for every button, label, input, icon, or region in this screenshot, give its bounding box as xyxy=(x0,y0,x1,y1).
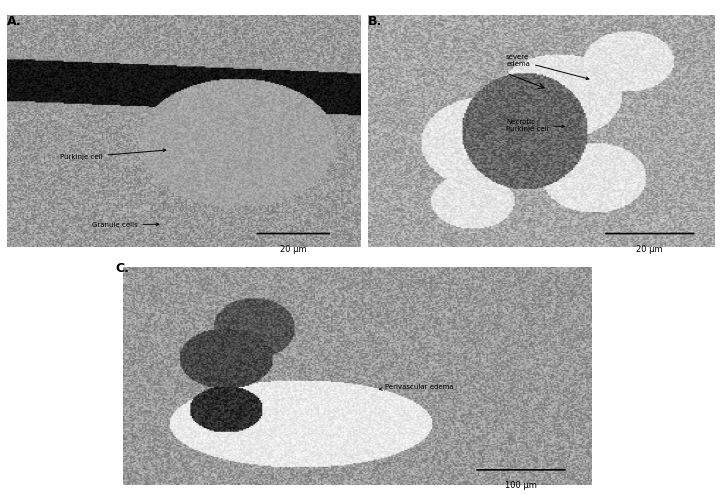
Text: Purkinje cell: Purkinje cell xyxy=(61,149,166,160)
Text: A.: A. xyxy=(7,15,22,28)
Text: Perivascular edema: Perivascular edema xyxy=(379,384,454,391)
Text: C.: C. xyxy=(115,262,129,275)
Text: 20 μm: 20 μm xyxy=(637,245,663,254)
Text: B.: B. xyxy=(368,15,382,28)
Text: Granule cells: Granule cells xyxy=(92,222,159,228)
Text: Necrotic
Purkinje cell: Necrotic Purkinje cell xyxy=(506,119,565,132)
Text: 20 μm: 20 μm xyxy=(280,245,306,254)
Text: severe
edema: severe edema xyxy=(506,54,589,80)
Text: 100 μm: 100 μm xyxy=(505,481,537,490)
